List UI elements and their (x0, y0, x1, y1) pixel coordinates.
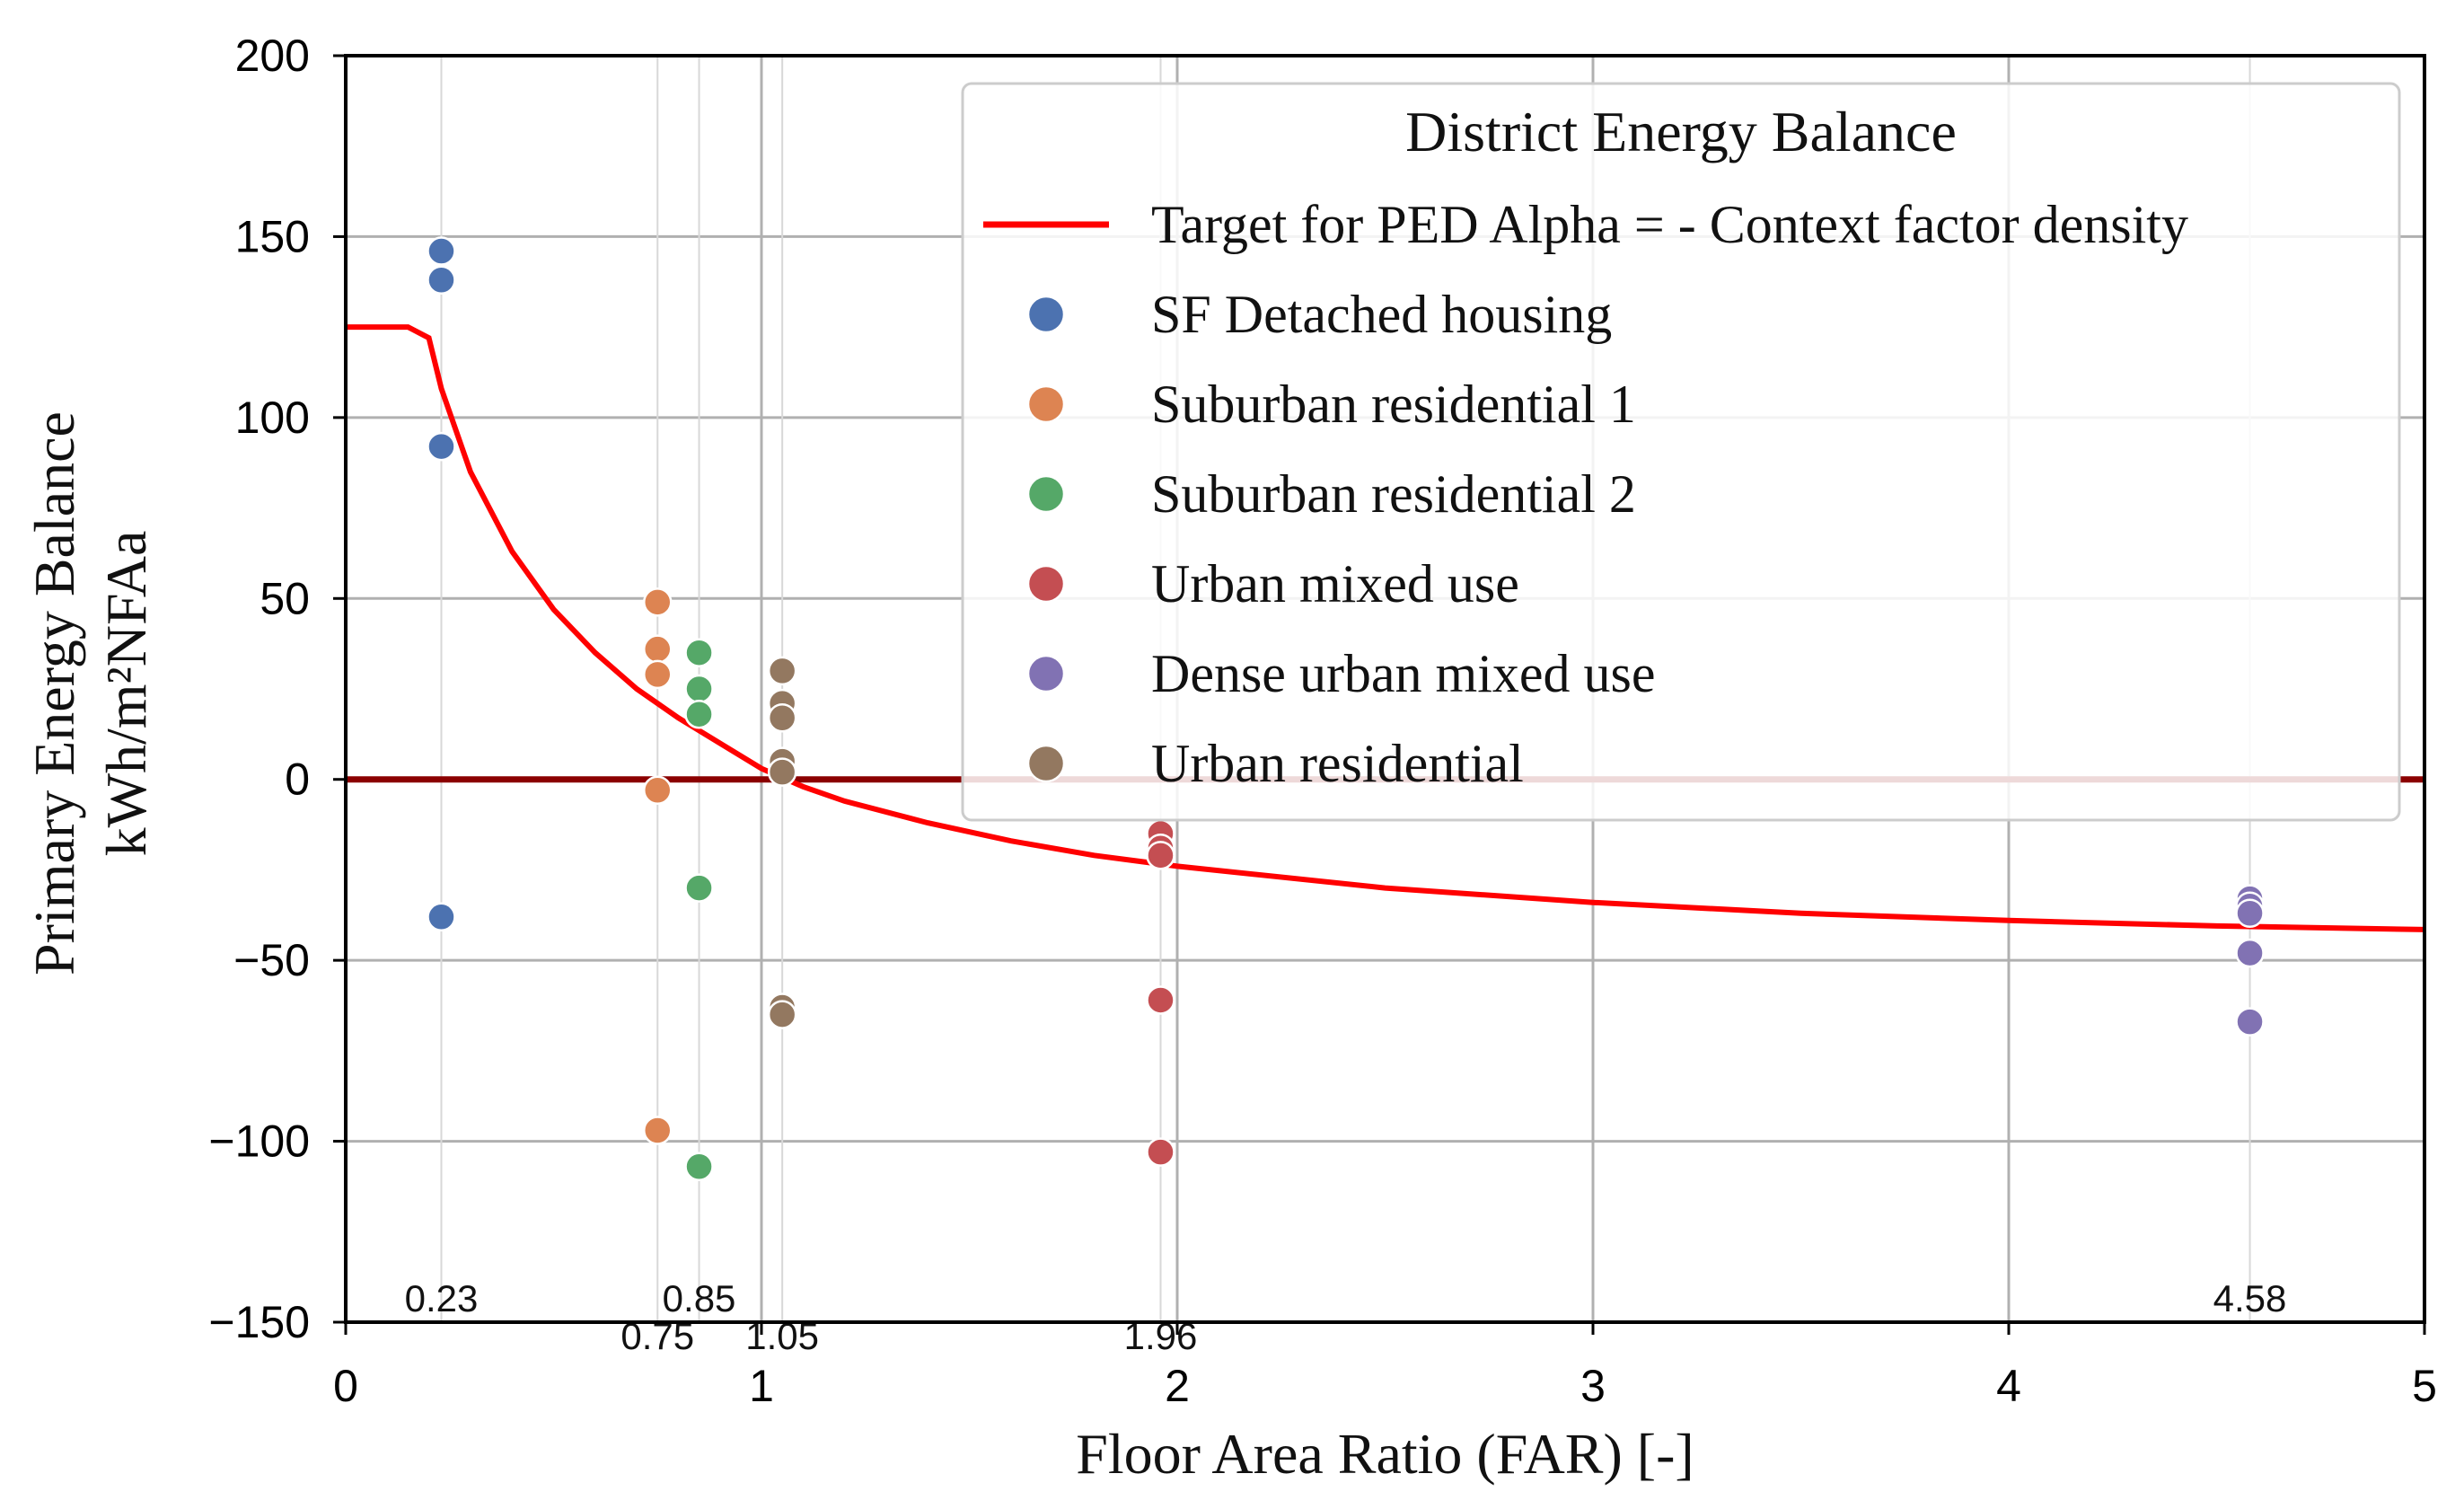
y-tick-label: −50 (233, 935, 310, 985)
x-tick-label: 3 (1580, 1361, 1606, 1411)
data-point (684, 638, 714, 667)
y-tick-label: 150 (235, 211, 310, 261)
data-point (1146, 985, 1175, 1015)
data-point (427, 265, 456, 296)
legend-label: Urban mixed use (1151, 554, 1519, 613)
legend-marker (1026, 654, 1066, 693)
legend: District Energy Balance Target for PED A… (961, 82, 2401, 822)
data-point (1146, 841, 1175, 870)
axes (344, 54, 2426, 1324)
data-point (643, 634, 673, 664)
y-axis-label: Primary Energy Balance kWh/m²NFAa (22, 411, 158, 975)
data-point (684, 1152, 714, 1182)
legend-marker (1026, 564, 1066, 604)
legend-box (961, 82, 2401, 822)
far-marker-labels: 0.230.750.851.05 1.964.58 (405, 1277, 2287, 1357)
y-axis-label-line1: Primary Energy Balance (22, 411, 86, 975)
data-point (767, 656, 797, 686)
far-marker-label: 4.58 (2213, 1277, 2287, 1319)
data-point (643, 587, 673, 617)
data-point (767, 757, 797, 787)
data-point (2235, 1007, 2265, 1037)
data-point (427, 431, 456, 462)
legend-label: Suburban residential 1 (1151, 375, 1636, 434)
data-point (2235, 938, 2265, 968)
y-tick-label: −150 (208, 1297, 310, 1347)
y-tick-label: 50 (260, 573, 310, 623)
x-tick-label: 1 (749, 1361, 774, 1411)
x-tick-label: 5 (2412, 1361, 2437, 1411)
y-tick-label: −100 (208, 1116, 310, 1167)
x-axis-label: Floor Area Ratio (FAR) [-] (1076, 1422, 1694, 1486)
legend-label: Suburban residential 2 (1151, 464, 1636, 524)
legend-label: Urban residential (1151, 734, 1524, 793)
data-point (2235, 898, 2265, 929)
data-point (767, 702, 797, 733)
axes-frame (344, 54, 2426, 1324)
legend-label: Dense urban mixed use (1151, 644, 1656, 703)
far-marker-label: 0.85 (663, 1277, 736, 1319)
scatter-points (427, 236, 2265, 1182)
legend-marker (1026, 384, 1066, 424)
y-tick-label: 0 (285, 754, 310, 805)
y-tick-label: 100 (235, 393, 310, 443)
legend-target-label: Target for PED Alpha = - Context factor … (1151, 195, 2188, 254)
data-point (427, 236, 456, 266)
data-point (643, 659, 673, 690)
data-point (767, 1000, 797, 1029)
far-marker-label: 0.23 (405, 1277, 479, 1319)
x-tick-label: 2 (1165, 1361, 1190, 1411)
legend-label: SF Detached housing (1151, 285, 1612, 344)
x-tick-label: 4 (1996, 1361, 2021, 1411)
legend-marker (1026, 744, 1066, 783)
legend-marker (1026, 474, 1066, 514)
legend-marker (1026, 295, 1066, 334)
data-point (643, 775, 673, 806)
y-tick-label: 200 (235, 31, 310, 81)
y-axis-label-line2: kWh/m²NFAa (94, 531, 158, 857)
x-tick-label: 0 (333, 1361, 358, 1411)
data-point (427, 902, 456, 932)
data-point (684, 873, 714, 903)
ticks: 0 1 2 3 4 5 −150 −100 −50 0 50 100 150 200 (208, 31, 2437, 1411)
data-point (643, 1116, 673, 1145)
legend-items: Target for PED Alpha = - Context factor … (983, 195, 2188, 793)
data-point (684, 699, 714, 729)
legend-title: District Energy Balance (1405, 100, 1957, 163)
data-point (684, 674, 714, 704)
data-point (1146, 1137, 1175, 1167)
